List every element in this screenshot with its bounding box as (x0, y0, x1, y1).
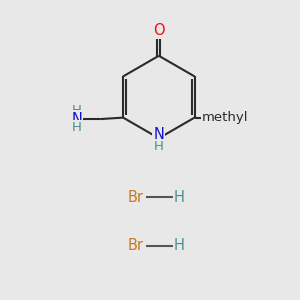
Text: O: O (153, 23, 165, 38)
Text: H: H (72, 122, 82, 134)
Text: Br: Br (127, 238, 143, 253)
Text: H: H (154, 140, 164, 153)
Text: N: N (71, 112, 82, 127)
Text: methyl: methyl (202, 111, 248, 124)
Text: H: H (174, 190, 185, 205)
Text: Br: Br (127, 190, 143, 205)
Text: N: N (153, 127, 164, 142)
Text: H: H (174, 238, 185, 253)
Text: H: H (72, 104, 82, 117)
